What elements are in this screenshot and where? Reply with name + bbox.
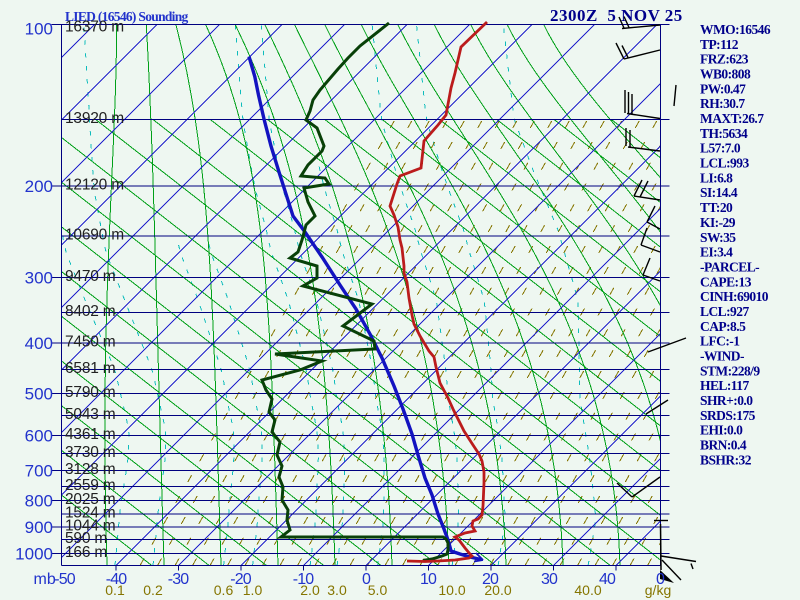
svg-text:-30: -30 [168, 571, 189, 588]
svg-text:CAPE:13: CAPE:13 [700, 274, 752, 289]
svg-text:700: 700 [25, 462, 53, 481]
svg-text:-50: -50 [54, 571, 75, 588]
svg-text:1044 m: 1044 m [65, 518, 116, 535]
svg-text:RH:30.7: RH:30.7 [700, 96, 745, 111]
svg-text:LCL:927: LCL:927 [700, 304, 749, 319]
svg-text:TH:5634: TH:5634 [700, 126, 748, 141]
svg-text:20: 20 [482, 571, 499, 588]
svg-text:0.1: 0.1 [105, 582, 125, 598]
svg-text:0: 0 [656, 571, 665, 588]
svg-text:CINH:69010: CINH:69010 [700, 289, 769, 304]
svg-text:EHI:0.0: EHI:0.0 [700, 423, 743, 438]
svg-text:590 m: 590 m [65, 530, 107, 547]
svg-text:2025 m: 2025 m [65, 491, 116, 508]
svg-text:3730 m: 3730 m [65, 444, 116, 461]
svg-text:3.0: 3.0 [327, 582, 347, 598]
svg-text:10.0: 10.0 [438, 582, 465, 598]
svg-text:3128 m: 3128 m [65, 461, 116, 478]
svg-text:WB0:808: WB0:808 [700, 67, 751, 82]
svg-text:0: 0 [362, 571, 371, 588]
svg-text:10: 10 [420, 571, 437, 588]
svg-text:30: 30 [541, 571, 558, 588]
svg-text:12120 m: 12120 m [65, 177, 124, 194]
svg-text:2300Z 5 NOV 25: 2300Z 5 NOV 25 [550, 6, 683, 25]
svg-text:-10: -10 [293, 571, 314, 588]
svg-text:200: 200 [25, 177, 53, 196]
svg-text:0.6: 0.6 [214, 582, 234, 598]
svg-text:SI:14.4: SI:14.4 [700, 185, 738, 200]
svg-text:MAXT:26.7: MAXT:26.7 [700, 111, 764, 126]
svg-text:-PARCEL-: -PARCEL- [700, 259, 759, 274]
svg-text:LCL:993: LCL:993 [700, 156, 749, 171]
svg-text:CAP:8.5: CAP:8.5 [700, 319, 746, 334]
svg-text:40.0: 40.0 [574, 582, 601, 598]
svg-text:KI:-29: KI:-29 [700, 215, 736, 230]
svg-text:PW:0.47: PW:0.47 [700, 81, 746, 96]
svg-text:4361 m: 4361 m [65, 426, 116, 443]
svg-text:16370 m: 16370 m [65, 19, 124, 36]
svg-text:2559 m: 2559 m [65, 477, 116, 494]
svg-text:100: 100 [25, 20, 53, 39]
svg-text:mb: mb [34, 571, 56, 588]
svg-text:13920 m: 13920 m [65, 110, 124, 127]
svg-text:7450 m: 7450 m [65, 334, 116, 351]
svg-text:-40: -40 [106, 571, 127, 588]
svg-text:800: 800 [25, 492, 53, 511]
svg-text:-WIND-: -WIND- [700, 348, 744, 363]
svg-text:166 m: 166 m [65, 544, 107, 561]
svg-text:STM:228/9: STM:228/9 [700, 363, 760, 378]
svg-text:TP:112: TP:112 [700, 37, 739, 52]
svg-text:1000: 1000 [15, 545, 53, 564]
svg-text:LIED (16546) Sounding: LIED (16546) Sounding [65, 9, 189, 24]
svg-text:FRZ:623: FRZ:623 [700, 52, 749, 67]
svg-text:5790 m: 5790 m [65, 384, 116, 401]
svg-text:5.0: 5.0 [368, 582, 388, 598]
svg-text:6581 m: 6581 m [65, 360, 116, 377]
svg-text:-20: -20 [230, 571, 251, 588]
svg-text:LFC:-1: LFC:-1 [700, 334, 740, 349]
svg-text:300: 300 [25, 269, 53, 288]
svg-text:5043 m: 5043 m [65, 406, 116, 423]
svg-text:g/kg: g/kg [645, 582, 671, 598]
svg-text:1.0: 1.0 [243, 582, 263, 598]
svg-text:BSHR:32: BSHR:32 [700, 452, 752, 467]
svg-text:L57:7.0: L57:7.0 [700, 141, 741, 156]
svg-text:900: 900 [25, 518, 53, 537]
svg-text:400: 400 [25, 334, 53, 353]
svg-text:BRN:0.4: BRN:0.4 [700, 438, 747, 453]
svg-text:WMO:16546: WMO:16546 [700, 22, 771, 37]
svg-text:EI:3.4: EI:3.4 [700, 245, 733, 260]
svg-text:SW:35: SW:35 [700, 230, 736, 245]
svg-text:9470 m: 9470 m [65, 268, 116, 285]
svg-text:500: 500 [25, 385, 53, 404]
svg-text:40: 40 [599, 571, 616, 588]
svg-text:2.0: 2.0 [300, 582, 320, 598]
svg-text:8402 m: 8402 m [65, 303, 116, 320]
svg-text:HEL:117: HEL:117 [700, 378, 749, 393]
svg-text:TT:20: TT:20 [700, 200, 733, 215]
svg-text:20.0: 20.0 [484, 582, 511, 598]
svg-text:SHR+:0.0: SHR+:0.0 [700, 393, 753, 408]
svg-text:600: 600 [25, 427, 53, 446]
svg-text:1524 m: 1524 m [65, 505, 116, 522]
svg-text:SRDS:175: SRDS:175 [700, 408, 756, 423]
svg-text:0.2: 0.2 [143, 582, 163, 598]
svg-text:LI:6.8: LI:6.8 [700, 170, 733, 185]
svg-text:10690 m: 10690 m [65, 227, 124, 244]
